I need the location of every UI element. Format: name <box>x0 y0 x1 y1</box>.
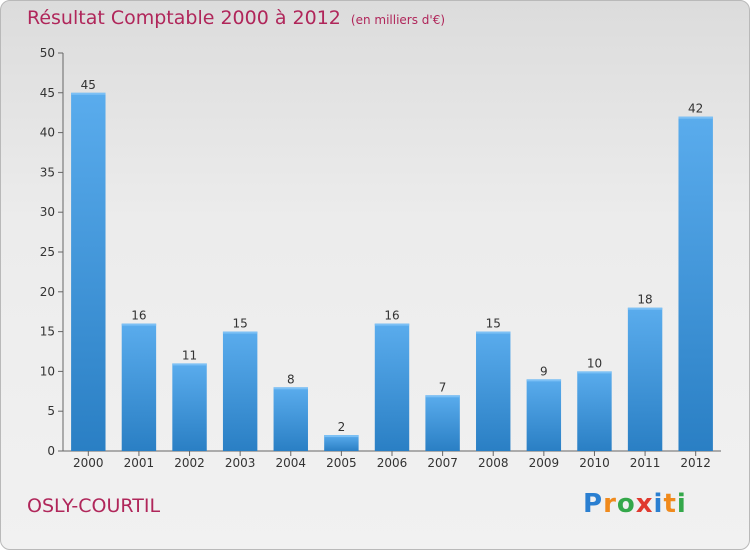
bar-highlight <box>172 363 207 366</box>
data-label-2010: 10 <box>587 356 602 370</box>
bar-2000[interactable] <box>71 92 106 452</box>
logo-letter: o <box>616 489 636 519</box>
bar-highlight <box>526 379 562 382</box>
x-tick-label-2004: 2004 <box>275 456 306 470</box>
y-tick-label: 0 <box>47 444 55 458</box>
y-tick-label: 50 <box>40 46 55 60</box>
data-label-2002: 11 <box>182 348 197 362</box>
data-label-2009: 9 <box>540 364 548 378</box>
bar-highlight <box>374 323 410 326</box>
bar-2011[interactable] <box>627 307 663 451</box>
place-name: OSLY-COURTIL <box>27 495 161 517</box>
bar-2002[interactable] <box>172 363 207 451</box>
x-tick-label-2010: 2010 <box>579 456 610 470</box>
y-tick-label: 10 <box>40 364 55 378</box>
logo-letter: t <box>663 489 677 519</box>
proxiti-logo[interactable]: Proxiti <box>583 489 687 519</box>
bar-2007[interactable] <box>425 395 460 451</box>
bar-highlight <box>476 331 511 334</box>
data-label-2007: 7 <box>439 380 447 394</box>
y-tick-label: 35 <box>40 165 55 179</box>
bar-2009[interactable] <box>526 379 562 451</box>
bar-2006[interactable] <box>374 323 410 451</box>
x-tick-label-2000: 2000 <box>73 456 104 470</box>
bar-2008[interactable] <box>476 331 511 451</box>
x-tick-label-2012: 2012 <box>680 456 711 470</box>
bar-2003[interactable] <box>222 331 258 451</box>
bar-2012[interactable] <box>678 116 713 452</box>
y-tick-label: 25 <box>40 245 55 259</box>
bars: 45 16 11 15 8 2 16 7 15 9 10 18 42 <box>71 78 713 452</box>
data-label-2012: 42 <box>688 102 703 116</box>
logo-letter: x <box>635 489 654 519</box>
y-tick-label: 40 <box>40 126 55 140</box>
y-tick-label: 20 <box>40 285 55 299</box>
y-tick-label: 15 <box>40 325 55 339</box>
logo-letter: P <box>583 489 604 519</box>
chart-title: Résultat Comptable 2000 à 2012 (en millie… <box>27 7 445 29</box>
data-label-2003: 15 <box>233 317 248 331</box>
bar-highlight <box>577 371 612 374</box>
x-tick-label-2007: 2007 <box>427 456 458 470</box>
bar-highlight <box>324 435 359 438</box>
bar-highlight <box>627 307 663 310</box>
bar-2004[interactable] <box>273 387 308 451</box>
x-tick-label-2001: 2001 <box>124 456 155 470</box>
bar-2001[interactable] <box>121 323 157 451</box>
x-tick-label-2009: 2009 <box>529 456 560 470</box>
x-tick-label-2003: 2003 <box>225 456 256 470</box>
bar-2010[interactable] <box>577 371 612 451</box>
bar-highlight <box>678 116 713 119</box>
bar-2005[interactable] <box>324 435 359 451</box>
x-tick-label-2002: 2002 <box>174 456 205 470</box>
title-text: Résultat Comptable 2000 à 2012 <box>27 7 341 29</box>
y-tick-label: 5 <box>47 404 55 418</box>
logo-letter: r <box>603 489 617 519</box>
data-label-2001: 16 <box>131 309 146 323</box>
x-tick-label-2005: 2005 <box>326 456 357 470</box>
bar-highlight <box>273 387 308 390</box>
data-label-2004: 8 <box>287 372 295 386</box>
bar-highlight <box>425 395 460 398</box>
bar-highlight <box>71 92 106 95</box>
logo-letter: i <box>653 489 664 519</box>
x-tick-label-2006: 2006 <box>377 456 408 470</box>
chart-subtitle: (en milliers d'€) <box>350 13 446 27</box>
x-tick-label-2011: 2011 <box>630 456 661 470</box>
y-tick-label: 45 <box>40 86 55 100</box>
bar-highlight <box>121 323 157 326</box>
data-label-2006: 16 <box>384 309 399 323</box>
y-tick-label: 30 <box>40 205 55 219</box>
logo-letter: i <box>676 489 687 519</box>
data-label-2008: 15 <box>486 317 501 331</box>
data-label-2011: 18 <box>637 293 652 307</box>
bar-highlight <box>222 331 258 334</box>
data-label-2005: 2 <box>338 420 346 434</box>
x-tick-label-2008: 2008 <box>478 456 509 470</box>
data-label-2000: 45 <box>81 78 96 92</box>
